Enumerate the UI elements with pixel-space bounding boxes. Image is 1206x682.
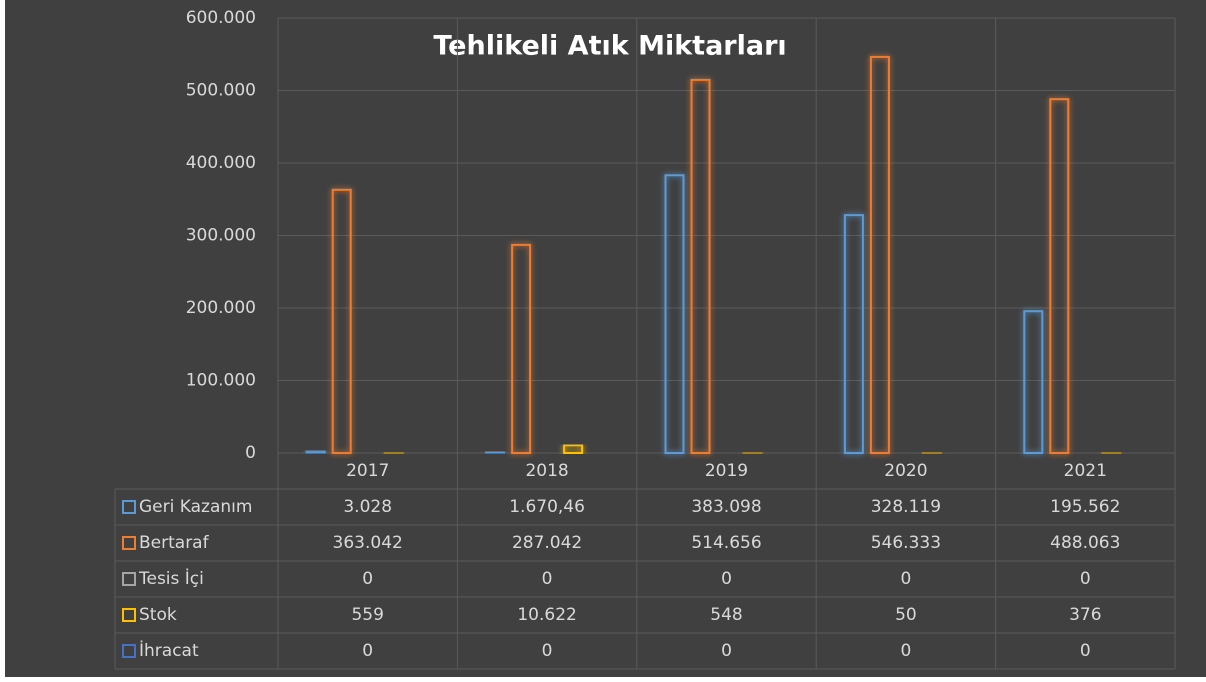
data-label: 0 bbox=[721, 569, 732, 589]
y-tick-label: 300.000 bbox=[186, 226, 256, 246]
bar bbox=[305, 449, 326, 454]
legend-label: İhracat bbox=[139, 640, 199, 661]
data-label: 1.670,46 bbox=[509, 497, 585, 517]
data-label: 0 bbox=[362, 569, 373, 589]
legend-label: Geri Kazanım bbox=[139, 497, 252, 517]
bar bbox=[664, 174, 685, 455]
data-label: 10.622 bbox=[517, 605, 576, 625]
legend-key bbox=[122, 644, 136, 658]
x-tick-label: 2018 bbox=[525, 461, 568, 481]
legend-key bbox=[122, 500, 136, 514]
y-tick-label: 500.000 bbox=[186, 81, 256, 101]
legend-key bbox=[122, 572, 136, 586]
bar bbox=[1023, 310, 1044, 455]
data-label: 0 bbox=[1080, 641, 1091, 661]
data-label: 0 bbox=[542, 641, 553, 661]
data-label: 0 bbox=[900, 569, 911, 589]
data-label: 195.562 bbox=[1050, 497, 1120, 517]
bar bbox=[485, 450, 506, 454]
y-tick-label: 200.000 bbox=[186, 298, 256, 318]
legend-label: Tesis İçi bbox=[138, 568, 204, 589]
bar bbox=[563, 444, 584, 454]
bar bbox=[511, 243, 532, 454]
data-label: 559 bbox=[351, 605, 383, 625]
legend-key bbox=[122, 608, 136, 622]
y-tick-label: 600.000 bbox=[186, 8, 256, 28]
data-label: 0 bbox=[900, 641, 911, 661]
legend-label: Bertaraf bbox=[139, 533, 210, 553]
data-label: 546.333 bbox=[871, 533, 941, 553]
data-label: 376 bbox=[1069, 605, 1101, 625]
x-tick-label: 2017 bbox=[346, 461, 389, 481]
data-label: 383.098 bbox=[691, 497, 761, 517]
chart-background bbox=[5, 0, 1206, 677]
data-label: 0 bbox=[721, 641, 732, 661]
data-label: 0 bbox=[362, 641, 373, 661]
data-label: 287.042 bbox=[512, 533, 582, 553]
bar bbox=[690, 78, 711, 455]
legend-key bbox=[122, 536, 136, 550]
y-tick-label: 400.000 bbox=[186, 153, 256, 173]
data-label: 548 bbox=[710, 605, 742, 625]
x-tick-label: 2019 bbox=[705, 461, 748, 481]
data-label: 50 bbox=[895, 605, 917, 625]
y-tick-label: 0 bbox=[245, 443, 256, 463]
legend-label: Stok bbox=[139, 605, 177, 625]
y-tick-label: 100.000 bbox=[186, 371, 256, 391]
data-label: 514.656 bbox=[691, 533, 761, 553]
chart-title: Tehlikeli Atık Miktarları bbox=[433, 31, 786, 62]
data-label: 328.119 bbox=[871, 497, 941, 517]
data-label: 3.028 bbox=[343, 497, 392, 517]
data-label: 363.042 bbox=[333, 533, 403, 553]
x-tick-label: 2020 bbox=[884, 461, 927, 481]
bar bbox=[331, 188, 352, 454]
bar bbox=[843, 214, 864, 454]
bar bbox=[1049, 98, 1070, 454]
bar bbox=[869, 55, 890, 455]
data-label: 488.063 bbox=[1050, 533, 1120, 553]
data-label: 0 bbox=[542, 569, 553, 589]
data-label: 0 bbox=[1080, 569, 1091, 589]
x-tick-label: 2021 bbox=[1064, 461, 1107, 481]
